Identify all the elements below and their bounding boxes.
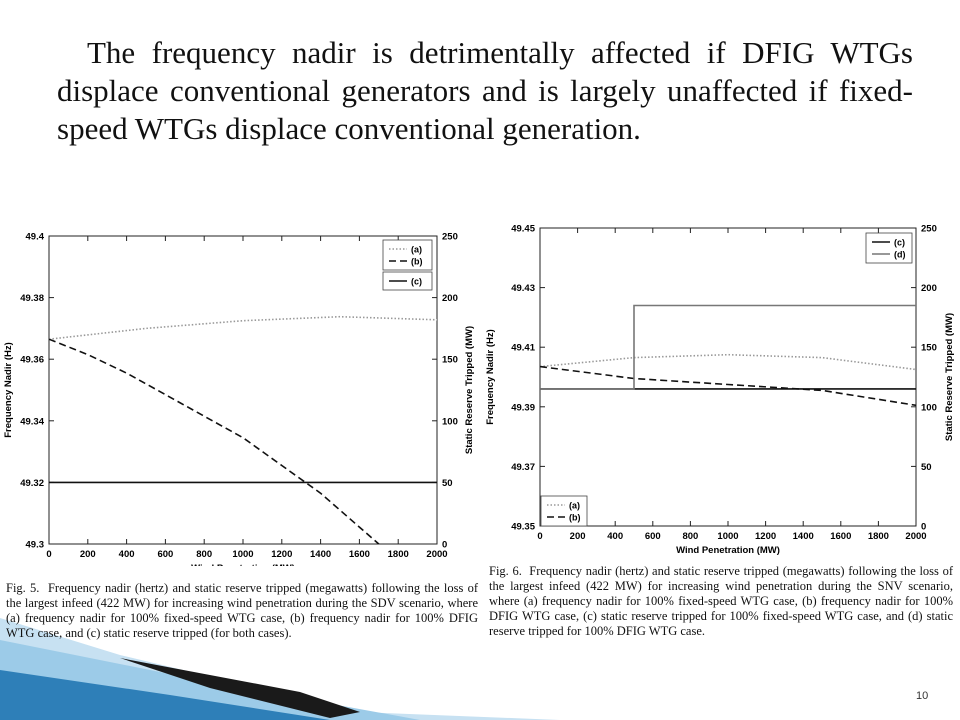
series-line — [540, 365, 916, 407]
x-tick-label: 600 — [157, 549, 173, 560]
y-tick-label: 49.43 — [511, 283, 535, 294]
x-tick-label: 0 — [537, 531, 542, 542]
page-number: 10 — [916, 690, 929, 702]
slide-heading: The frequency nadir is detrimentally aff… — [57, 35, 913, 146]
legend-box — [382, 239, 433, 271]
y2-tick-label: 0 — [921, 522, 926, 533]
y-axis-label: Frequency Nadir (Hz) — [485, 329, 496, 425]
x-tick-label: 800 — [682, 531, 698, 542]
series-line — [49, 338, 381, 544]
x-tick-label: 1800 — [868, 531, 889, 542]
plot-frame — [539, 227, 917, 527]
series-line — [49, 315, 437, 340]
y2-tick-label: 250 — [921, 224, 937, 235]
y-tick-label: 49.3 — [26, 540, 45, 551]
x-tick-label: 200 — [570, 531, 586, 542]
y2-tick-label: 150 — [921, 343, 937, 354]
legend-box — [865, 232, 913, 264]
y-tick-label: 49.45 — [511, 224, 535, 235]
figure-6-chart: 0 200 400 600 800 1000 1200 1400 1600 1800 200049.… — [485, 224, 955, 557]
figure-5-caption: Fig. 5. Frequency nadir (hertz) and stat… — [6, 581, 478, 641]
x-tick-label: 1200 — [271, 549, 292, 560]
y-tick-label: 49.39 — [511, 402, 535, 413]
y2-tick-label: 250 — [442, 232, 458, 243]
x-axis-label: Wind Penetration (MW) — [676, 545, 780, 556]
figure-5-chart: 0 200 400 600 800 1000 1200 1400 1600 1800 200049.… — [3, 232, 475, 567]
x-tick-label: 2000 — [905, 531, 926, 542]
legend-label: (b) — [411, 257, 423, 267]
x-axis-label: Wind Penetration (MW) — [191, 563, 295, 566]
y2-tick-label: 50 — [921, 462, 932, 473]
x-tick-label: 0 — [46, 549, 51, 560]
y2-tick-label: 100 — [921, 402, 937, 413]
x-tick-label: 1400 — [793, 531, 814, 542]
y-tick-label: 49.36 — [20, 355, 44, 366]
x-tick-label: 2000 — [426, 549, 447, 560]
x-tick-label: 1600 — [349, 549, 370, 560]
y2-axis-label: Static Reserve Tripped (MW) — [944, 313, 955, 441]
y2-tick-label: 150 — [442, 355, 458, 366]
legend-label: (a) — [569, 501, 580, 511]
y-axis-label: Frequency Nadir (Hz) — [3, 342, 14, 438]
x-tick-label: 1400 — [310, 549, 331, 560]
legend-box — [540, 495, 588, 527]
caption-text: Frequency nadir (hertz) and static reser… — [6, 581, 478, 640]
caption-text: Frequency nadir (hertz) and static reser… — [489, 564, 953, 638]
x-tick-label: 1000 — [717, 531, 738, 542]
caption-label: Fig. 6. — [489, 564, 522, 578]
y2-tick-label: 200 — [921, 283, 937, 294]
legend-label: (c) — [894, 238, 905, 248]
legend-label: (a) — [411, 245, 422, 255]
x-tick-label: 600 — [645, 531, 661, 542]
y2-tick-label: 50 — [442, 478, 453, 489]
y-tick-label: 49.41 — [511, 343, 535, 354]
y-tick-label: 49.35 — [511, 522, 535, 533]
x-tick-label: 1800 — [388, 549, 409, 560]
slide-ribbon-decoration — [0, 618, 560, 720]
plot-frame — [48, 235, 438, 545]
caption-label: Fig. 5. — [6, 581, 40, 595]
x-tick-label: 1000 — [232, 549, 253, 560]
figure-6-caption: Fig. 6. Frequency nadir (hertz) and stat… — [489, 564, 953, 639]
x-tick-label: 1200 — [755, 531, 776, 542]
y2-tick-label: 200 — [442, 293, 458, 304]
y2-tick-label: 100 — [442, 416, 458, 427]
x-tick-label: 400 — [119, 549, 135, 560]
y2-tick-label: 0 — [442, 540, 447, 551]
y-tick-label: 49.34 — [20, 416, 44, 427]
y-tick-label: 49.37 — [511, 462, 535, 473]
series-line — [540, 304, 916, 390]
y-tick-label: 49.38 — [20, 293, 44, 304]
legend-label: (d) — [894, 250, 906, 260]
x-tick-label: 1600 — [830, 531, 851, 542]
y2-axis-label: Static Reserve Tripped (MW) — [464, 326, 475, 454]
legend-box — [382, 271, 433, 291]
x-tick-label: 800 — [196, 549, 212, 560]
legend-label: (b) — [569, 513, 581, 523]
y-tick-label: 49.4 — [26, 232, 45, 243]
x-tick-label: 200 — [80, 549, 96, 560]
legend-label: (c) — [411, 277, 422, 287]
series-line — [540, 353, 916, 371]
y-tick-label: 49.32 — [20, 478, 44, 489]
x-tick-label: 400 — [607, 531, 623, 542]
